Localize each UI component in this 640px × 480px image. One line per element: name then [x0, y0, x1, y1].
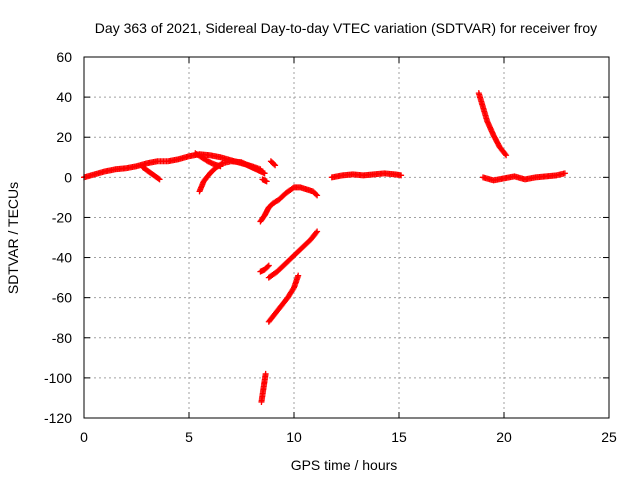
y-tick-label: -120 [44, 410, 72, 426]
data-point [314, 192, 321, 199]
series-arc12 [258, 370, 269, 405]
series-arc2 [139, 164, 163, 183]
chart-title: Day 363 of 2021, Sidereal Day-to-day VTE… [95, 20, 597, 36]
series-arc3 [196, 158, 266, 195]
data-points [81, 90, 568, 405]
y-tick-label: 0 [64, 169, 72, 185]
data-point [265, 262, 272, 269]
series-arc4 [192, 150, 224, 170]
series-arc6 [259, 176, 270, 185]
data-point [156, 176, 163, 183]
y-axis-label: SDTVAR / TECUs [5, 182, 21, 294]
data-point [264, 263, 271, 270]
x-tick-label: 25 [601, 429, 617, 445]
grid [84, 57, 609, 418]
data-point [314, 228, 321, 235]
series-arc10 [265, 228, 321, 281]
y-tick-label: -100 [44, 370, 72, 386]
data-point [272, 162, 279, 169]
data-point [155, 175, 162, 182]
y-tick-label: 60 [56, 49, 72, 65]
data-point [503, 152, 510, 159]
y-tick-label: -80 [52, 330, 72, 346]
series-arc8 [257, 184, 321, 225]
data-point [502, 151, 509, 158]
data-point [271, 161, 278, 168]
y-tick-label: -40 [52, 250, 72, 266]
series-arc5 [244, 162, 268, 177]
data-point [262, 370, 269, 377]
series-arc15 [480, 170, 568, 184]
series-arc13 [328, 170, 405, 181]
series-arc9 [257, 262, 272, 275]
data-point [295, 272, 302, 279]
series-arc11 [265, 272, 302, 325]
x-tick-label: 15 [391, 429, 407, 445]
series-arc14 [475, 90, 510, 159]
y-tick-label: -60 [52, 290, 72, 306]
data-point [313, 191, 320, 198]
series-arc1 [81, 151, 264, 181]
data-point [398, 172, 405, 179]
x-tick-label: 10 [286, 429, 302, 445]
plot-frame [83, 56, 610, 419]
data-point [263, 178, 270, 185]
x-tick-label: 20 [496, 429, 512, 445]
data-point [261, 170, 268, 177]
y-tick-label: 40 [56, 89, 72, 105]
data-point [217, 163, 224, 170]
x-tick-label: 0 [80, 429, 88, 445]
axis-ticks: 0 5 10 15 20 25 -120 -100 -80 -60 -40 -20 0 20 40 60 [44, 49, 617, 445]
series-arc7 [267, 158, 279, 169]
data-point [561, 170, 568, 177]
x-axis-label: GPS time / hours [291, 457, 398, 473]
data-point [313, 229, 320, 236]
y-tick-label: -20 [52, 209, 72, 225]
x-tick-label: 5 [185, 429, 193, 445]
y-tick-label: 20 [56, 129, 72, 145]
